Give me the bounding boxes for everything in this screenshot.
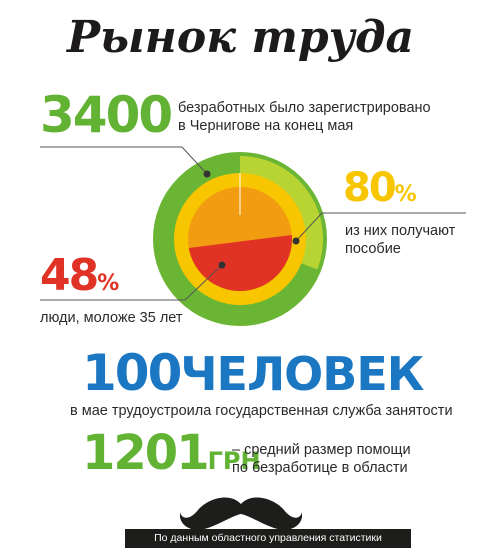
leader-dot-young: [218, 261, 226, 269]
aid-description-line1: – средний размер помощи: [232, 442, 411, 458]
benefit-description: из них получают пособие: [345, 222, 455, 258]
aid-amount-value: 1201: [82, 425, 210, 481]
leader-dot-unemployed: [203, 170, 211, 178]
young-percent-unit: %: [97, 271, 120, 296]
rings-chart: [40, 146, 466, 326]
aid-description-line2: по безработице в области: [232, 460, 408, 476]
employed-description: в мае трудоустроила государственная служ…: [70, 403, 453, 419]
benefit-percent-unit: %: [394, 182, 417, 207]
benefit-percent-value: 80: [343, 165, 397, 211]
young-description: люди, моложе 35 лет: [40, 310, 183, 326]
employed-count-unit: ЧЕЛОВЕК: [180, 347, 424, 401]
benefit-percent: 80%: [343, 165, 417, 211]
leader-line-benefit: [295, 212, 466, 242]
young-segment: [188, 235, 292, 291]
employed-count-value: 100: [82, 344, 182, 402]
unemployed-count: 3400: [40, 86, 173, 144]
benefit-description-line1: из них получают: [345, 223, 456, 239]
aid-description: – средний размер помощи по безработице в…: [232, 441, 411, 477]
leader-dot-benefit: [292, 237, 300, 245]
unemployed-description-line1: безработных было зарегистрировано: [178, 100, 431, 116]
source-note: По данным областного управления статисти…: [125, 529, 411, 548]
aid-amount: 1201ГРН: [82, 425, 261, 481]
young-percent-value: 48: [40, 250, 99, 301]
leader-line-unemployed: [40, 146, 208, 175]
employed-count: 100ЧЕЛОВЕК: [82, 344, 424, 402]
unemployed-description-line2: в Чернигове на конец мая: [178, 118, 354, 134]
aid-amount-unit: ГРН: [207, 447, 261, 475]
benefit-description-line2: пособие: [345, 241, 401, 257]
mustache-icon: [180, 497, 302, 530]
young-percent: 48%: [40, 250, 119, 301]
leader-line-young: [40, 264, 223, 301]
unemployed-description: безработных было зарегистрировано в Черн…: [178, 99, 431, 135]
page-title: Рынок труда: [66, 12, 415, 63]
